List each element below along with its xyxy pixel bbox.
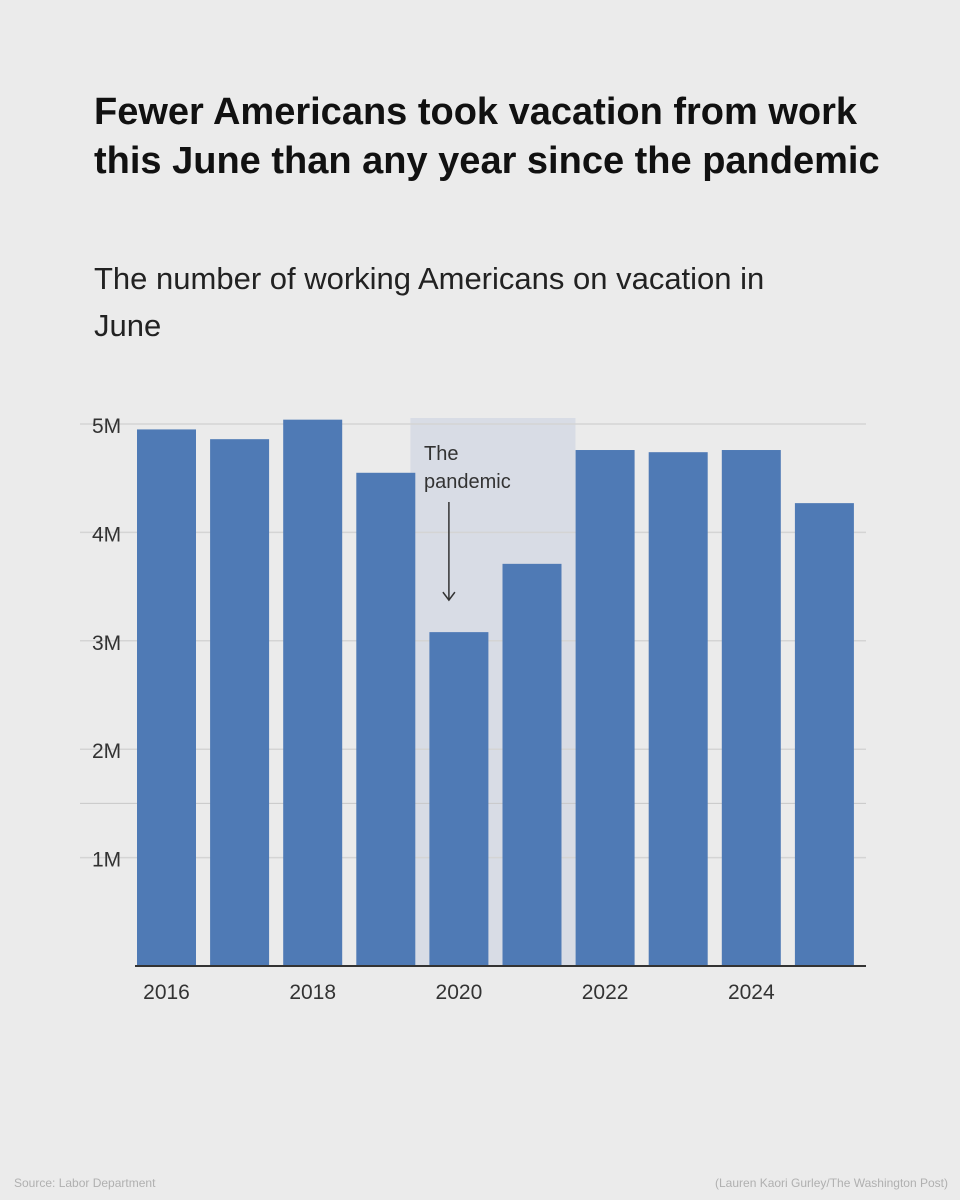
bar-chart: 1M 2M 3M 4M 5M 2016 2018 2020 2022 2024 The pandemi…: [80, 415, 866, 1004]
x-tick-label: 2018: [289, 981, 336, 1004]
y-tick-label: 3M: [92, 632, 121, 655]
bar-2016: [137, 429, 196, 966]
annotation-text: The: [424, 443, 458, 465]
chart-subtitle: The number of working Americans on vacat…: [94, 261, 765, 343]
source-note: Source: Labor Department: [14, 1176, 156, 1190]
bar-2018: [283, 419, 343, 966]
annotation-arrow-head: [442, 591, 456, 602]
bar-2022: [575, 450, 635, 966]
bar-2019: [356, 472, 416, 966]
bar-2017: [210, 439, 270, 966]
x-tick-label: 2016: [143, 981, 190, 1004]
bar-2024: [721, 450, 781, 966]
y-tick-label: 5M: [92, 415, 121, 438]
y-tick-label: 4M: [92, 523, 121, 546]
bar-2020: [429, 632, 489, 966]
y-tick-label: 1M: [92, 849, 121, 872]
bar-2023: [648, 452, 708, 967]
x-tick-label: 2022: [582, 981, 629, 1004]
bar-2025: [794, 503, 854, 966]
x-tick-label: 2020: [436, 981, 483, 1004]
chart-title: Fewer Americans took vacation from work …: [94, 91, 880, 182]
y-tick-label: 2M: [92, 740, 121, 763]
credit-note: (Lauren Kaori Gurley/The Washington Post…: [715, 1176, 948, 1190]
annotation-text: pandemic: [424, 471, 511, 493]
bar-2021: [502, 563, 562, 966]
x-tick-label: 2024: [728, 981, 775, 1004]
